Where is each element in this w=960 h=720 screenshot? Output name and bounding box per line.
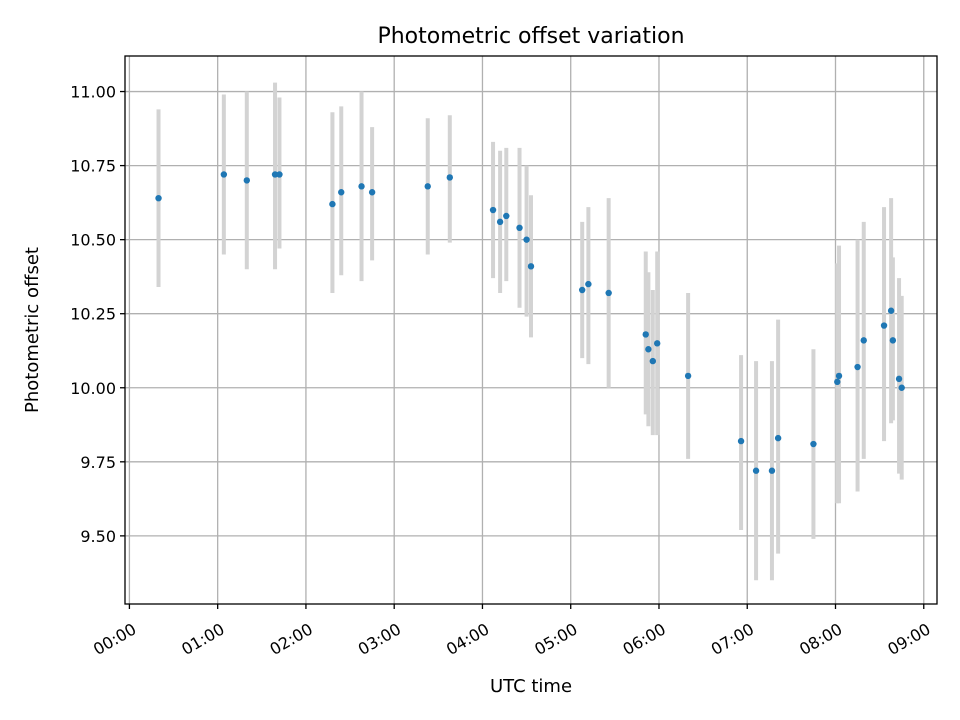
data-point bbox=[578, 286, 586, 294]
data-point bbox=[220, 171, 228, 178]
data-point bbox=[338, 189, 345, 196]
data-point bbox=[645, 346, 652, 353]
data-point bbox=[834, 378, 841, 386]
data-point bbox=[446, 174, 453, 181]
data-point bbox=[358, 183, 365, 190]
data-point bbox=[489, 206, 497, 214]
data-point bbox=[898, 384, 905, 391]
data-point bbox=[889, 337, 897, 344]
plot-area-frame bbox=[124, 55, 938, 605]
data-point bbox=[654, 340, 661, 347]
y-tick-label: 10.25 bbox=[70, 305, 116, 324]
data-point bbox=[810, 440, 817, 448]
data-point bbox=[243, 177, 250, 184]
data-point bbox=[271, 171, 279, 178]
x-axis-label: UTC time bbox=[490, 676, 572, 697]
data-point bbox=[523, 236, 530, 243]
data-points bbox=[155, 171, 905, 474]
data-point bbox=[642, 331, 649, 338]
data-point bbox=[752, 467, 760, 474]
y-tick-label: 9.75 bbox=[80, 453, 116, 472]
data-point bbox=[527, 263, 535, 270]
data-point bbox=[276, 171, 283, 178]
data-point bbox=[774, 434, 782, 442]
data-point bbox=[368, 189, 376, 196]
data-point bbox=[503, 212, 510, 220]
data-point bbox=[424, 183, 431, 190]
data-point bbox=[585, 280, 592, 288]
data-point bbox=[895, 375, 903, 383]
data-point bbox=[835, 372, 843, 380]
data-point bbox=[684, 372, 692, 380]
y-tick-label: 9.50 bbox=[80, 527, 116, 546]
data-point bbox=[768, 467, 776, 474]
data-point bbox=[155, 194, 162, 202]
y-tick-label: 11.00 bbox=[70, 83, 116, 102]
data-point bbox=[737, 437, 745, 445]
data-point bbox=[516, 224, 523, 232]
data-point bbox=[329, 200, 336, 208]
chart-title: Photometric offset variation bbox=[377, 24, 684, 49]
data-point bbox=[605, 289, 612, 297]
data-point bbox=[496, 218, 504, 226]
y-tick-label: 10.00 bbox=[70, 379, 116, 398]
y-axis-label: Photometric offset bbox=[22, 247, 43, 413]
data-point bbox=[860, 337, 867, 344]
y-tick-label: 10.75 bbox=[70, 157, 116, 176]
y-tick-label: 10.50 bbox=[70, 231, 116, 250]
data-point bbox=[854, 363, 861, 371]
data-point bbox=[887, 307, 895, 314]
data-point bbox=[649, 357, 656, 365]
data-point bbox=[880, 322, 888, 329]
